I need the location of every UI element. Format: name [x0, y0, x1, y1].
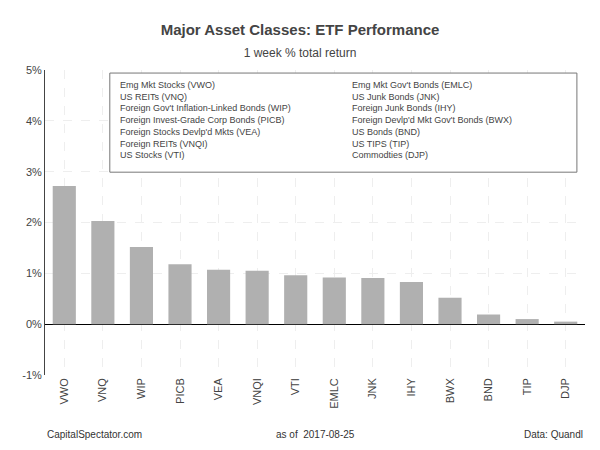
svg-text:4%: 4%	[26, 115, 42, 127]
svg-text:BWX: BWX	[444, 378, 456, 404]
svg-text:1 week % total return: 1 week % total return	[244, 46, 357, 60]
svg-text:Data: Quandl: Data: Quandl	[524, 429, 583, 440]
svg-text:WIP: WIP	[135, 378, 147, 399]
svg-text:VWO: VWO	[58, 378, 70, 405]
svg-text:as of 2017-08-25: as of 2017-08-25	[276, 429, 355, 440]
svg-text:JNK: JNK	[366, 378, 378, 399]
svg-text:VNQ: VNQ	[96, 378, 108, 402]
svg-text:0%: 0%	[26, 318, 42, 330]
svg-text:1%: 1%	[26, 267, 42, 279]
svg-text:IHY: IHY	[405, 378, 417, 397]
svg-text:VTI: VTI	[289, 378, 301, 395]
svg-text:BND: BND	[482, 378, 494, 401]
svg-text:2%: 2%	[26, 216, 42, 228]
svg-text:Major Asset Classes: ETF Perfo: Major Asset Classes: ETF Performance	[161, 21, 440, 38]
svg-text:Emg Mkt Stocks (VWO)US REITs (: Emg Mkt Stocks (VWO)US REITs (VNQ)Foreig…	[120, 80, 291, 160]
svg-text:-1%: -1%	[22, 369, 42, 381]
svg-text:VEA: VEA	[212, 378, 224, 401]
svg-text:PICB: PICB	[174, 378, 186, 404]
svg-text:VNQI: VNQI	[251, 378, 263, 405]
svg-text:TIP: TIP	[521, 378, 533, 395]
svg-text:5%: 5%	[26, 64, 42, 76]
svg-text:3%: 3%	[26, 166, 42, 178]
svg-text:CapitalSpectator.com: CapitalSpectator.com	[47, 429, 142, 440]
svg-text:Emg Mkt Gov't Bonds (EMLC)US J: Emg Mkt Gov't Bonds (EMLC)US Junk Bonds …	[352, 80, 512, 160]
svg-text:EMLC: EMLC	[328, 378, 340, 409]
svg-text:DJP: DJP	[559, 378, 571, 399]
